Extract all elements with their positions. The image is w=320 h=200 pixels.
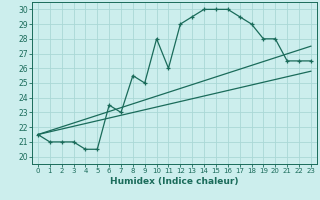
X-axis label: Humidex (Indice chaleur): Humidex (Indice chaleur): [110, 177, 239, 186]
